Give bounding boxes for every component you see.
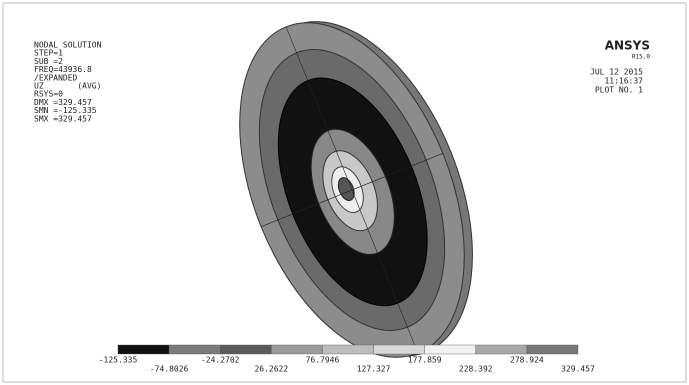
legend-label: 278.924 [510, 356, 544, 365]
legend-label: -24.2702 [201, 356, 240, 365]
legend-label: -74.8026 [150, 365, 189, 374]
info-line: SMX =329.457 [34, 114, 92, 123]
legend-swatch [425, 345, 476, 354]
logo: ANSYS [605, 39, 650, 53]
legend-label: 177.859 [408, 356, 442, 365]
ansys-plot: NODAL SOLUTIONSTEP=1SUB =2FREQ=43936.8/E… [0, 0, 689, 385]
legend-label: -125.335 [99, 356, 138, 365]
legend-swatch [220, 345, 271, 354]
legend-swatch [169, 345, 220, 354]
date: JUL 12 2015 [590, 68, 643, 77]
legend-swatch [322, 345, 373, 354]
legend-label: 228.392 [459, 365, 493, 374]
legend-swatch [271, 345, 322, 354]
release: R15.0 [632, 54, 650, 61]
legend-swatch [118, 345, 169, 354]
legend-label: 76.7946 [306, 356, 340, 365]
legend-label: 127.327 [357, 365, 391, 374]
legend-swatch [527, 345, 578, 354]
time: 11:16:37 [604, 77, 643, 86]
legend-swatch [476, 345, 527, 354]
plot-number: PLOT NO. 1 [595, 86, 643, 95]
legend-swatch [374, 345, 425, 354]
legend-label: 329.457 [561, 365, 595, 374]
legend-label: 26.2622 [254, 365, 288, 374]
